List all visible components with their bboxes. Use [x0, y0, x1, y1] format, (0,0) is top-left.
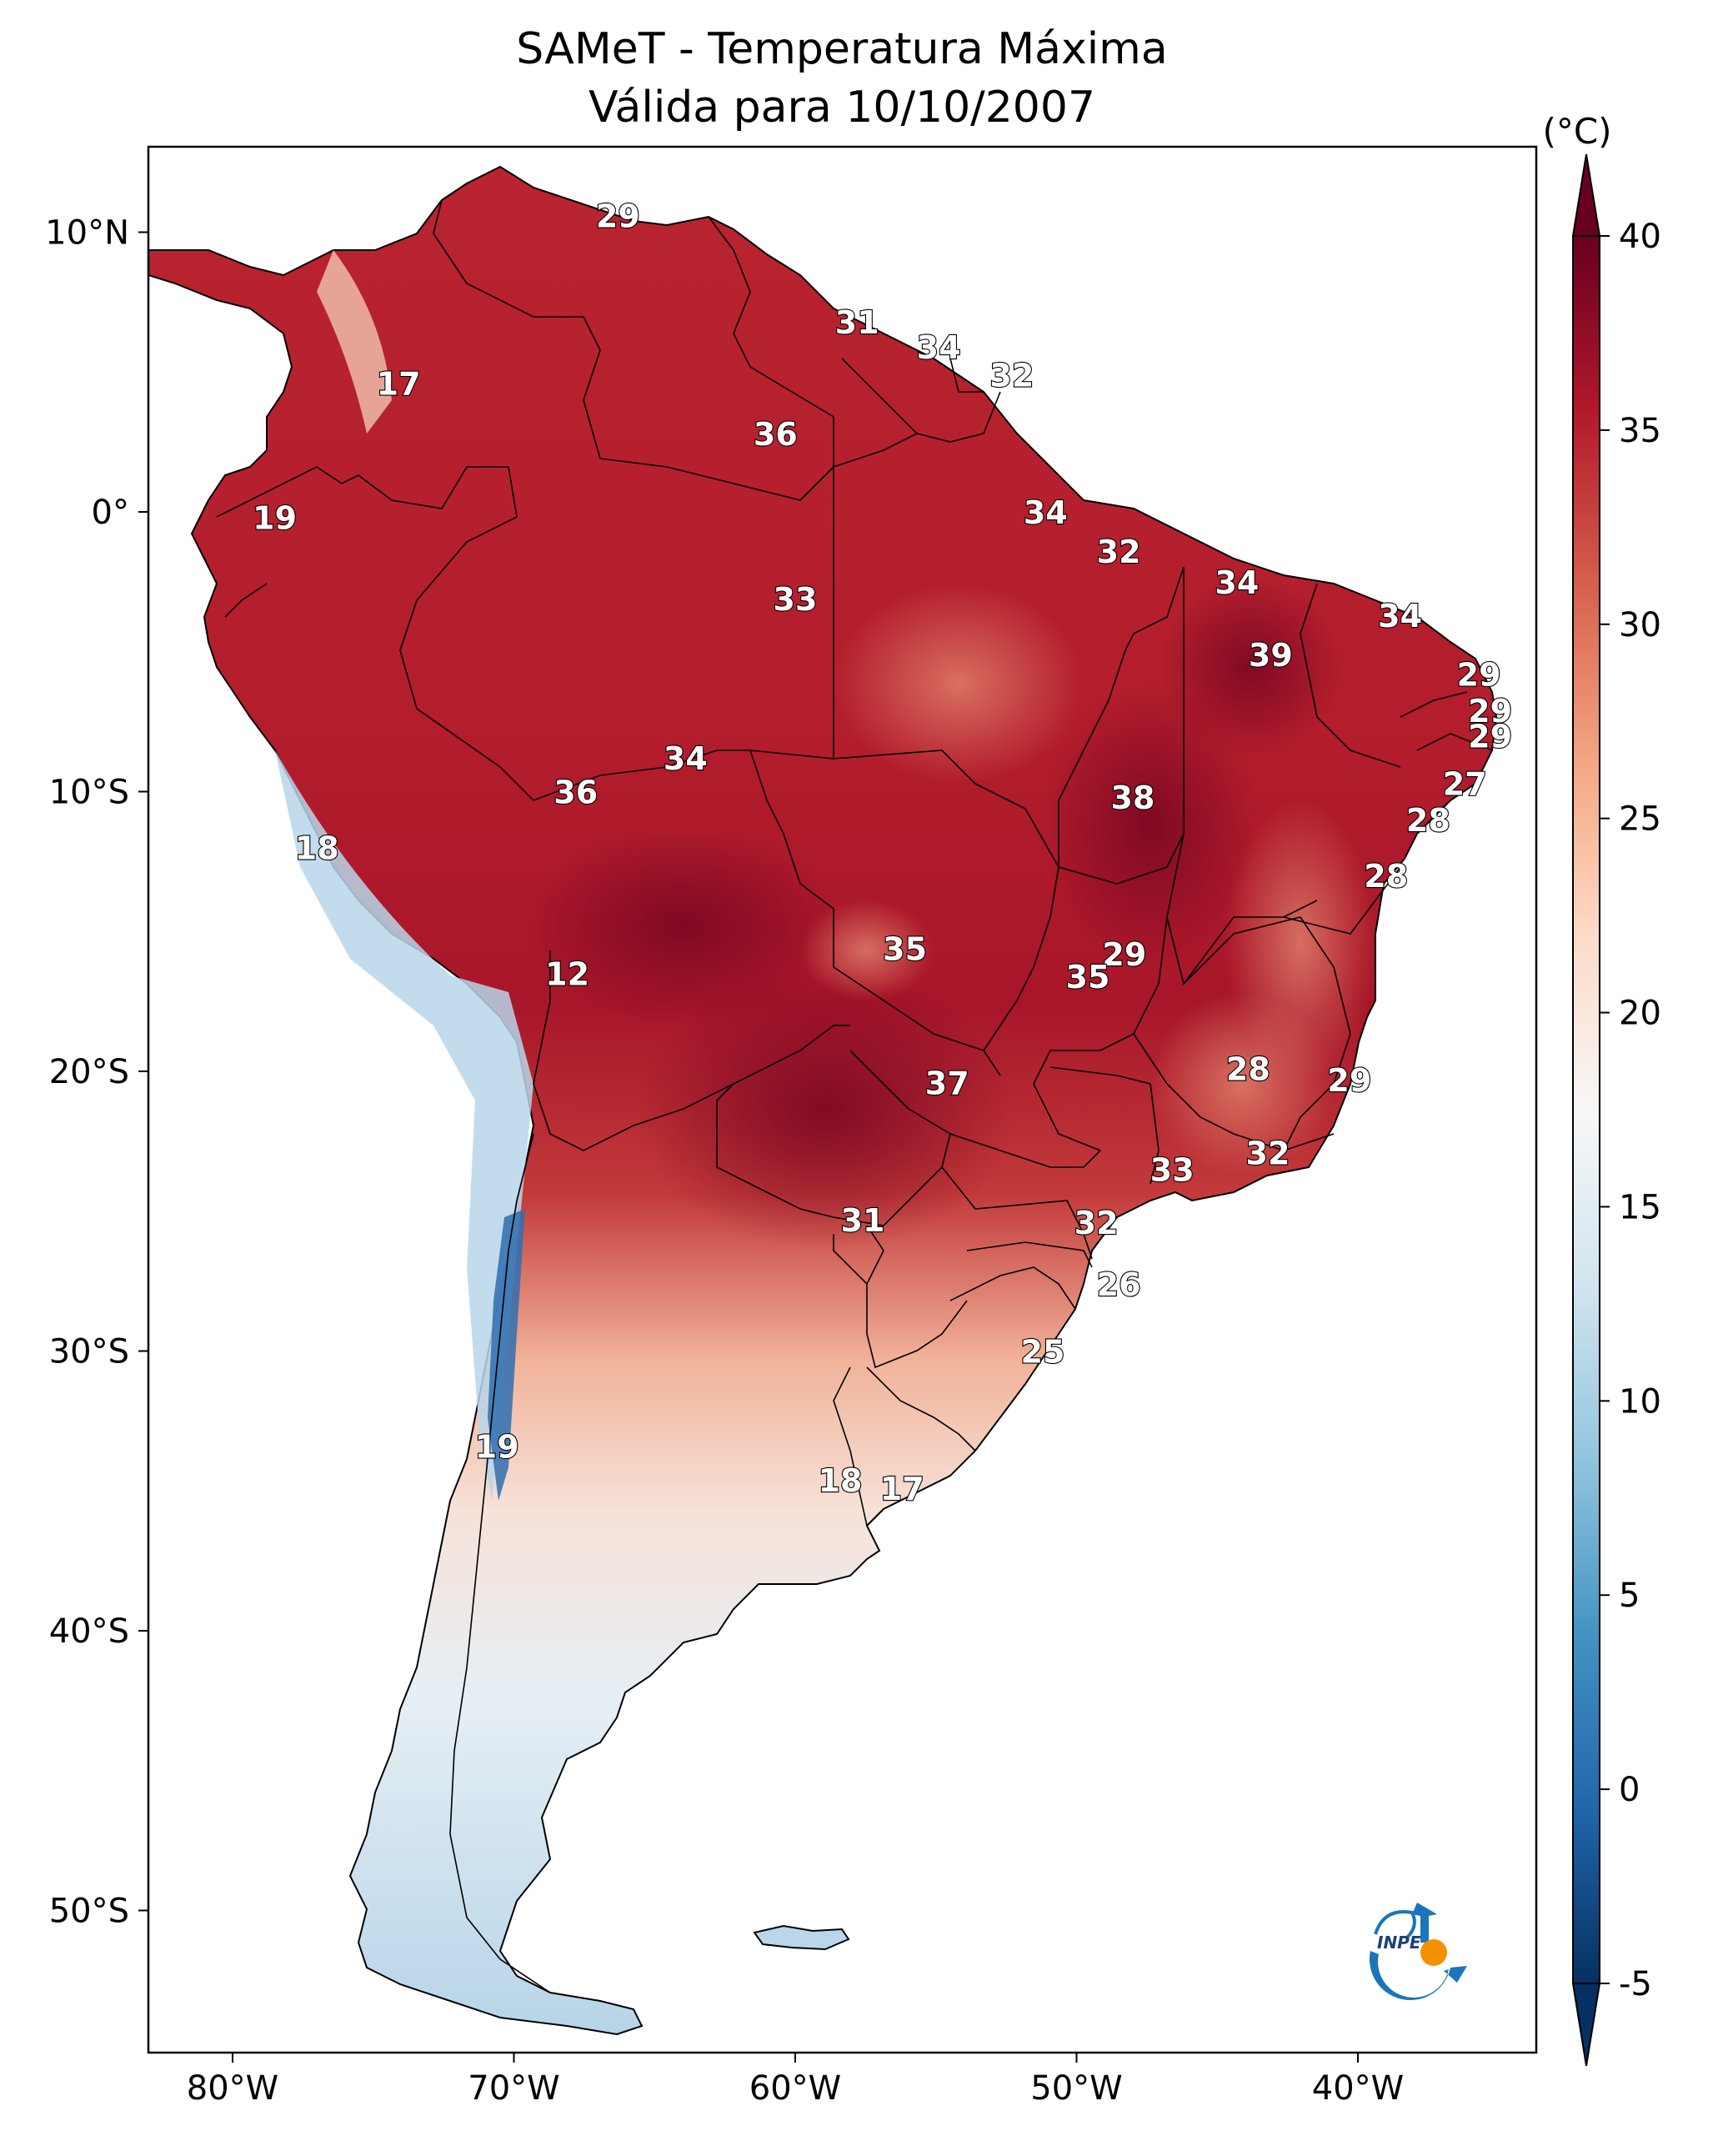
- lat-tick-label: 20°S: [49, 1053, 129, 1091]
- temperature-label: 38: [1111, 780, 1155, 816]
- temperature-label: 19: [253, 500, 297, 537]
- country-borders: [216, 199, 1493, 1993]
- temperature-label: 12: [545, 956, 589, 993]
- temperature-label: 34: [1378, 598, 1422, 634]
- temperature-label: 31: [841, 1202, 885, 1239]
- colorbar-tick-label: 20: [1619, 995, 1661, 1033]
- lon-tick-label: 50°W: [1030, 2069, 1122, 2108]
- temperature-label: 29: [1468, 693, 1512, 730]
- temperature-label: 34: [917, 329, 961, 366]
- lat-tick-label: 30°S: [49, 1333, 129, 1371]
- temperature-label: 33: [774, 581, 818, 618]
- lat-tick-label: 50°S: [49, 1893, 129, 1931]
- temperature-label: 29: [1102, 936, 1146, 973]
- temperature-label: 34: [664, 740, 708, 777]
- temperature-label: 18: [819, 1462, 863, 1499]
- map-frame: [147, 145, 1538, 2054]
- lon-tick-label: 60°W: [749, 2069, 841, 2108]
- temperature-label: 32: [989, 358, 1034, 394]
- temperature-label: 26: [1097, 1266, 1141, 1303]
- temperature-label: 35: [883, 930, 927, 967]
- map-axis-ticks: 80°W 70°W 60°W 50°W 40°W 10°N 0° 10°S 20°S 30°S 40…: [45, 214, 1404, 2108]
- temperature-label: 36: [553, 775, 598, 811]
- colorbar-top-extension: [1571, 153, 1601, 237]
- temperature-label: 33: [1150, 1151, 1195, 1188]
- colorbar-tick-label: 40: [1619, 218, 1661, 256]
- temperature-label: 19: [475, 1429, 519, 1466]
- temperature-label: 36: [754, 416, 798, 453]
- lon-tick-label: 40°W: [1312, 2069, 1404, 2108]
- colorbar-ticks: 40 35 30 25 20 15 10 5 0 -5: [1600, 218, 1661, 2003]
- colorbar-tick-label: 0: [1619, 1771, 1640, 1809]
- figure-subtitle: Válida para 10/10/2007: [589, 83, 1095, 133]
- figure-title: SAMeT - Temperatura Máxima: [516, 24, 1167, 74]
- temperature-label: 27: [1443, 765, 1487, 802]
- temperature-label: 17: [880, 1471, 924, 1507]
- inpe-logo-text: INPE: [1377, 1933, 1421, 1953]
- colorbar-tick-label: 25: [1619, 800, 1661, 839]
- colorbar-tick-label: 15: [1619, 1188, 1661, 1226]
- temperature-label: 32: [1246, 1135, 1290, 1171]
- lat-tick-label: 10°N: [45, 214, 129, 253]
- colorbar-tick-label: -5: [1619, 1965, 1652, 2003]
- temperature-label: 29: [596, 198, 640, 234]
- temperature-label: 31: [835, 304, 879, 341]
- temperature-label: 37: [925, 1065, 969, 1101]
- temperature-label: 39: [1249, 637, 1293, 674]
- temperature-label: 29: [1327, 1062, 1371, 1099]
- temperature-label: 35: [1066, 959, 1110, 995]
- lat-tick-label: 10°S: [49, 774, 129, 812]
- temperature-label: 17: [377, 366, 421, 403]
- colorbar-tick-label: 30: [1619, 606, 1661, 644]
- lon-tick-label: 70°W: [468, 2069, 559, 2108]
- temperature-label: 29: [1468, 718, 1512, 755]
- colorbar-tick-label: 10: [1619, 1382, 1661, 1421]
- colorbar-tick-label: 5: [1619, 1577, 1640, 1615]
- lon-tick-label: 80°W: [187, 2069, 278, 2108]
- temperature-label: 29: [1457, 657, 1501, 694]
- colorbar-unit-label: (°C): [1542, 111, 1611, 152]
- falkland-islands: [753, 1924, 850, 1951]
- temperature-label: 25: [1021, 1334, 1065, 1371]
- lat-tick-label: 40°S: [49, 1612, 129, 1651]
- colorbar-bottom-extension: [1571, 1983, 1601, 2067]
- colorbar-gradient: [1572, 235, 1600, 1984]
- temperature-label: 34: [1024, 494, 1068, 531]
- lat-tick-label: 0°: [92, 494, 129, 532]
- temperature-label: 28: [1364, 858, 1408, 895]
- temperature-label: 34: [1215, 564, 1259, 601]
- inpe-logo: INPE: [1369, 1903, 1467, 2001]
- colorbar: (°C) 40 35 30 25 20 15 10 5 0 -5: [1542, 111, 1661, 2067]
- temperature-label: 32: [1097, 534, 1141, 570]
- temperature-label: 28: [1226, 1051, 1270, 1088]
- colorbar-tick-label: 35: [1619, 412, 1661, 450]
- temperature-label: 18: [295, 830, 339, 867]
- temperature-label: 28: [1406, 802, 1450, 839]
- temperature-label: 32: [1074, 1205, 1119, 1241]
